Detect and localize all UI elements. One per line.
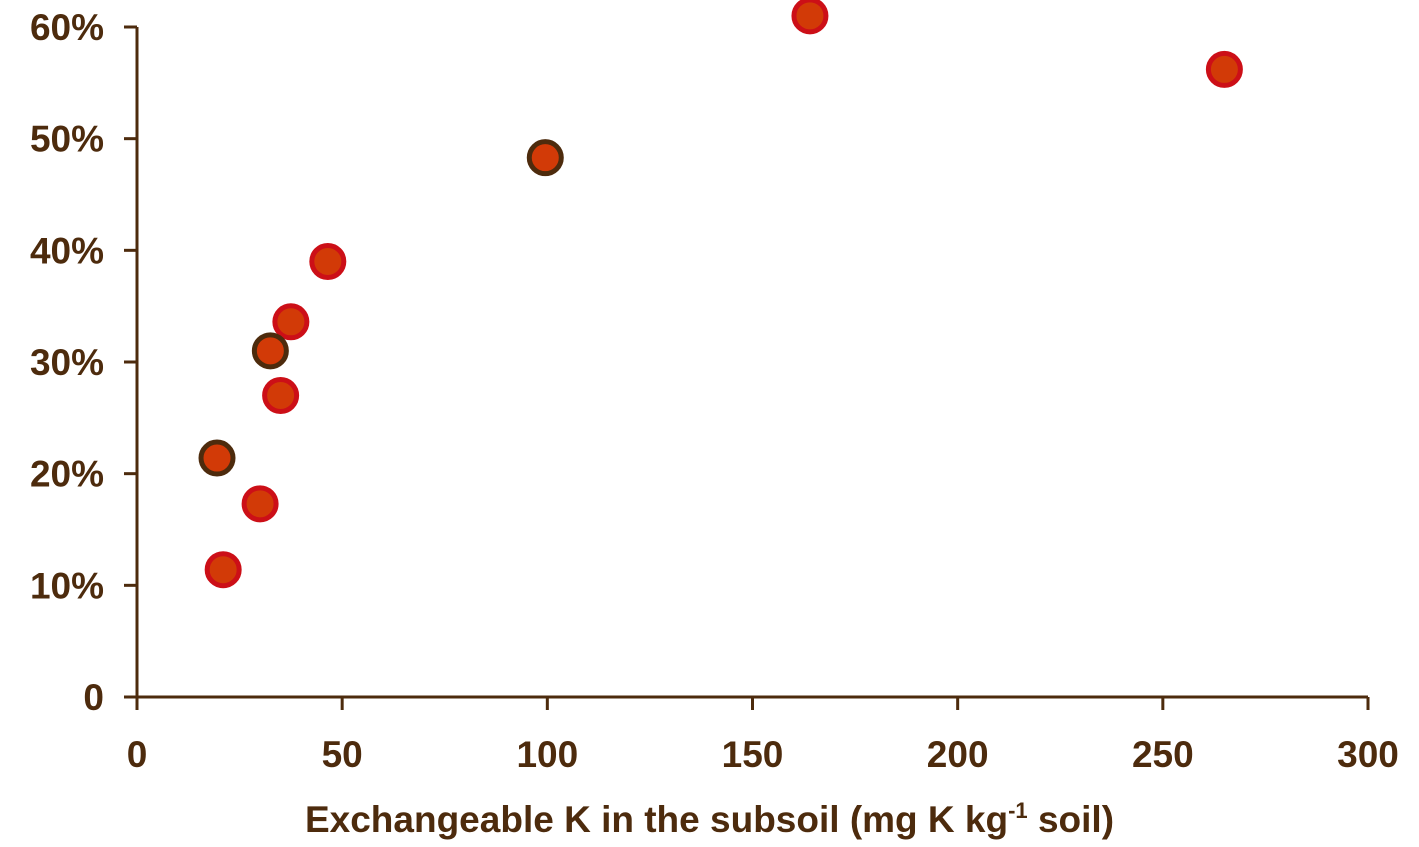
- y-tick-label: 0: [83, 677, 104, 718]
- y-tick-label: 60%: [30, 7, 104, 48]
- data-point: [526, 139, 564, 177]
- x-ticks: 0 50 100 150 200 250 300: [127, 697, 1399, 775]
- x-tick-label: 200: [927, 734, 989, 775]
- axes: [135, 27, 1368, 699]
- x-tick-label: 300: [1337, 734, 1399, 775]
- data-point: [262, 377, 300, 414]
- x-axis-label-superscript: -1: [1008, 798, 1028, 823]
- y-tick-label: 30%: [30, 342, 104, 383]
- data-point: [309, 243, 347, 280]
- x-tick-label: 50: [322, 734, 363, 775]
- data-points: [198, 0, 1243, 589]
- x-axis-label-prefix: Exchangeable K in the subsoil (mg K kg: [304, 799, 1009, 840]
- data-point: [198, 439, 236, 477]
- data-point: [791, 0, 829, 35]
- x-tick-label: 150: [722, 734, 784, 775]
- y-tick-label: 40%: [30, 230, 104, 271]
- data-point: [241, 485, 279, 523]
- x-tick-label: 250: [1132, 734, 1194, 775]
- x-axis-label: Exchangeable K in the subsoil (mg K kg-1…: [0, 798, 1419, 842]
- data-point: [204, 551, 242, 589]
- x-axis-label-suffix: soil): [1027, 799, 1115, 840]
- y-tick-label: 50%: [30, 119, 104, 160]
- data-point: [1205, 50, 1243, 88]
- y-tick-label: 10%: [30, 565, 104, 606]
- data-point: [251, 332, 289, 370]
- x-tick-label: 0: [127, 734, 148, 775]
- x-tick-label: 100: [516, 734, 578, 775]
- y-ticks: 0 10% 20% 30% 40% 50% 60%: [30, 7, 137, 718]
- data-point: [272, 303, 310, 341]
- y-tick-label: 20%: [30, 454, 104, 495]
